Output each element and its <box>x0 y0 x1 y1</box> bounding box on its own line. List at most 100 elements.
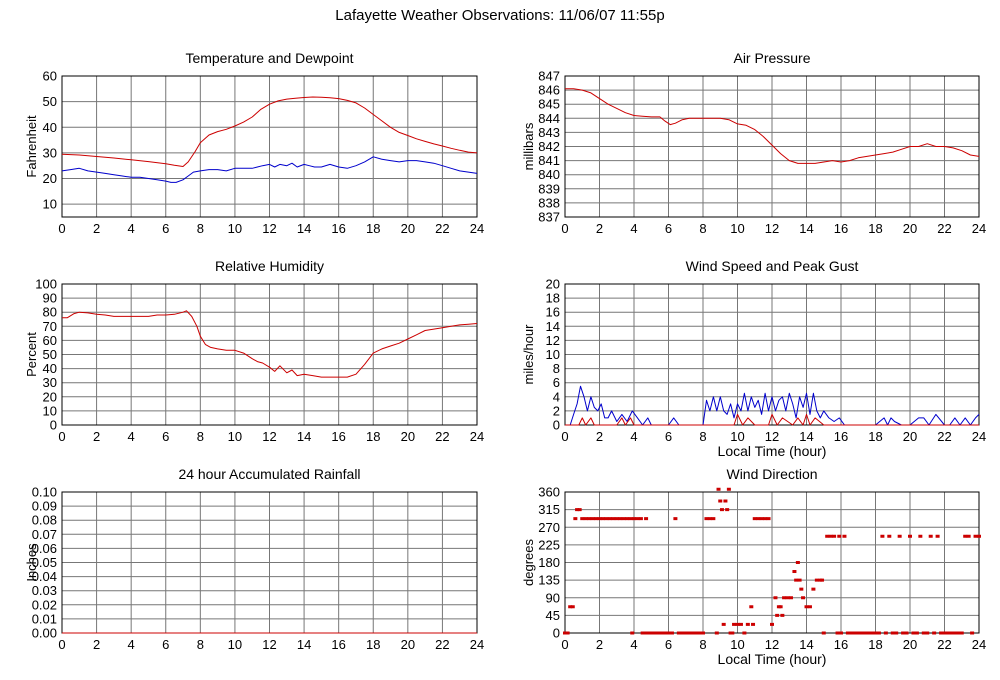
x-tick-label: 14 <box>799 221 813 236</box>
x-tick-label: 6 <box>162 637 169 652</box>
data-point <box>625 517 630 521</box>
x-tick-label: 22 <box>937 637 951 652</box>
y-tick-label: 0 <box>50 418 57 433</box>
data-point <box>939 631 944 635</box>
data-point <box>604 517 609 521</box>
data-point <box>788 596 793 600</box>
y-tick-label: 841 <box>538 153 560 168</box>
y-tick-label: 0.04 <box>32 569 57 584</box>
x-tick-label: 10 <box>730 429 744 444</box>
x-tick-label: 12 <box>765 221 779 236</box>
data-point <box>707 517 712 521</box>
data-point <box>635 517 640 521</box>
data-point <box>614 517 619 521</box>
data-point <box>644 517 649 521</box>
x-tick-label: 14 <box>799 637 813 652</box>
data-point <box>845 631 850 635</box>
data-point <box>745 622 750 626</box>
x-tick-label: 4 <box>630 637 637 652</box>
data-point <box>977 534 981 538</box>
data-point <box>628 517 633 521</box>
y-tick-label: 843 <box>538 125 560 140</box>
y-tick-label: 315 <box>538 502 560 517</box>
x-tick-label: 8 <box>197 429 204 444</box>
x-tick-label: 16 <box>331 221 345 236</box>
data-point <box>570 605 575 609</box>
data-point <box>914 631 919 635</box>
data-point <box>795 561 800 564</box>
plot-frame <box>564 75 980 218</box>
x-tick-label: 2 <box>93 637 100 652</box>
data-point <box>694 631 699 635</box>
data-point <box>645 631 650 635</box>
data-point <box>749 605 754 609</box>
data-point <box>935 534 940 538</box>
page-title: Lafayette Weather Observations: 11/06/07… <box>335 7 665 24</box>
x-tick-label: 0 <box>58 637 65 652</box>
series-line-1 <box>61 156 478 183</box>
data-point <box>835 631 840 635</box>
y-tick-label: 844 <box>538 111 560 126</box>
data-point <box>721 622 726 626</box>
data-point <box>942 631 947 635</box>
data-point <box>928 534 933 538</box>
data-point <box>580 517 585 521</box>
y-tick-label: 838 <box>538 195 560 210</box>
series-line-0 <box>61 96 478 167</box>
series-line-0 <box>62 310 478 378</box>
x-tick-label: 10 <box>228 221 242 236</box>
x-tick-label: 10 <box>228 637 242 652</box>
y-tick-label: 60 <box>43 69 57 84</box>
data-point <box>565 631 570 635</box>
y-tick-label: 840 <box>538 167 560 182</box>
data-point <box>901 631 906 635</box>
x-tick-label: 24 <box>470 637 484 652</box>
data-point <box>723 499 728 503</box>
x-tick-label: 8 <box>197 637 204 652</box>
x-tick-label: 2 <box>93 429 100 444</box>
x-tick-label: 16 <box>331 637 345 652</box>
y-tick-label: 0.06 <box>32 541 57 556</box>
x-tick-label: 20 <box>903 221 917 236</box>
x-tick-label: 16 <box>834 637 848 652</box>
x-tick-label: 24 <box>470 221 484 236</box>
data-point <box>742 631 747 635</box>
data-point <box>573 517 578 521</box>
data-point <box>663 631 668 635</box>
data-point <box>825 534 830 538</box>
x-tick-label: 10 <box>730 221 744 236</box>
y-tick-label: 0.00 <box>32 626 57 641</box>
y-tick-label: 270 <box>538 520 560 535</box>
y-tick-label: 20 <box>43 389 57 404</box>
data-point <box>849 631 854 635</box>
series-line-0 <box>565 385 980 426</box>
y-axis-label: degrees <box>521 539 536 586</box>
data-point <box>966 534 971 538</box>
x-tick-label: 16 <box>834 221 848 236</box>
x-tick-label: 0 <box>561 429 568 444</box>
data-point <box>852 631 857 635</box>
x-tick-label: 0 <box>561 637 568 652</box>
data-point <box>814 578 819 582</box>
data-point <box>963 534 968 538</box>
data-point <box>832 534 837 538</box>
data-point <box>925 631 930 635</box>
y-tick-label: 14 <box>546 319 560 334</box>
data-point <box>876 631 881 635</box>
chart-title: Relative Humidity <box>215 258 324 274</box>
data-point <box>863 631 868 635</box>
y-axis-label: millibars <box>521 122 536 170</box>
y-tick-label: 0 <box>553 418 560 433</box>
y-tick-label: 100 <box>35 277 57 292</box>
chart-title: 24 hour Accumulated Rainfall <box>178 466 360 482</box>
data-point <box>730 631 735 635</box>
data-point <box>904 631 909 635</box>
y-tick-label: 6 <box>553 375 560 390</box>
y-tick-label: 45 <box>546 608 560 623</box>
y-tick-label: 845 <box>538 97 560 112</box>
x-tick-label: 18 <box>366 429 380 444</box>
y-tick-label: 0.08 <box>32 513 57 528</box>
x-tick-label: 4 <box>128 221 135 236</box>
